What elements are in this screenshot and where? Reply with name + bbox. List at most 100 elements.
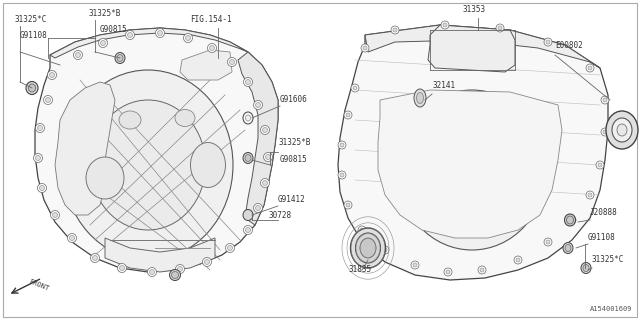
- Ellipse shape: [516, 258, 520, 262]
- Ellipse shape: [246, 79, 250, 84]
- Ellipse shape: [568, 216, 576, 224]
- Text: G91108: G91108: [588, 233, 616, 242]
- Ellipse shape: [596, 161, 604, 169]
- Ellipse shape: [338, 141, 346, 149]
- Ellipse shape: [588, 66, 592, 70]
- Ellipse shape: [246, 228, 250, 233]
- Ellipse shape: [245, 155, 251, 162]
- Text: J20888: J20888: [590, 208, 618, 217]
- Ellipse shape: [414, 89, 426, 107]
- Ellipse shape: [344, 111, 352, 119]
- Ellipse shape: [565, 244, 571, 252]
- Polygon shape: [55, 82, 115, 215]
- Ellipse shape: [172, 271, 179, 278]
- Text: 31325*B: 31325*B: [278, 138, 310, 147]
- Ellipse shape: [570, 218, 574, 222]
- Text: G90815: G90815: [100, 25, 128, 34]
- Ellipse shape: [156, 28, 164, 37]
- Ellipse shape: [40, 186, 45, 190]
- Ellipse shape: [225, 244, 234, 252]
- Ellipse shape: [617, 124, 627, 136]
- Ellipse shape: [480, 268, 484, 272]
- Ellipse shape: [177, 267, 182, 271]
- Ellipse shape: [186, 36, 191, 41]
- Ellipse shape: [76, 52, 81, 58]
- Polygon shape: [428, 25, 515, 72]
- Ellipse shape: [93, 255, 97, 260]
- Ellipse shape: [398, 90, 546, 250]
- Ellipse shape: [38, 125, 42, 131]
- Ellipse shape: [260, 125, 269, 134]
- Ellipse shape: [393, 28, 397, 32]
- Ellipse shape: [443, 23, 447, 27]
- Ellipse shape: [514, 256, 522, 264]
- Ellipse shape: [191, 142, 225, 188]
- Ellipse shape: [86, 157, 124, 199]
- Ellipse shape: [125, 30, 134, 39]
- Ellipse shape: [544, 38, 552, 46]
- Ellipse shape: [598, 163, 602, 167]
- Ellipse shape: [205, 260, 209, 265]
- Text: 32141: 32141: [432, 81, 455, 90]
- Ellipse shape: [51, 211, 60, 220]
- Ellipse shape: [243, 210, 253, 220]
- Text: 31353: 31353: [462, 5, 485, 14]
- Text: 31325*C: 31325*C: [592, 255, 625, 264]
- Ellipse shape: [496, 24, 504, 32]
- Ellipse shape: [346, 113, 350, 117]
- Ellipse shape: [52, 212, 58, 218]
- Ellipse shape: [422, 116, 522, 224]
- Polygon shape: [50, 28, 248, 58]
- Ellipse shape: [581, 262, 591, 274]
- Ellipse shape: [70, 236, 74, 241]
- Ellipse shape: [119, 111, 141, 129]
- Ellipse shape: [117, 54, 123, 61]
- Ellipse shape: [546, 40, 550, 44]
- Ellipse shape: [353, 86, 357, 90]
- Ellipse shape: [29, 84, 35, 92]
- Ellipse shape: [175, 109, 195, 126]
- Ellipse shape: [170, 269, 180, 281]
- Ellipse shape: [38, 183, 47, 193]
- Polygon shape: [378, 90, 562, 238]
- Ellipse shape: [546, 240, 550, 244]
- Polygon shape: [338, 25, 608, 280]
- Ellipse shape: [246, 115, 250, 121]
- Ellipse shape: [338, 171, 346, 179]
- Ellipse shape: [441, 21, 449, 29]
- Ellipse shape: [49, 73, 54, 77]
- Ellipse shape: [340, 173, 344, 177]
- Ellipse shape: [363, 46, 367, 50]
- Ellipse shape: [612, 118, 632, 142]
- Ellipse shape: [355, 233, 381, 263]
- Ellipse shape: [45, 98, 51, 102]
- Ellipse shape: [260, 179, 269, 188]
- Ellipse shape: [444, 268, 452, 276]
- Polygon shape: [180, 50, 232, 80]
- Ellipse shape: [243, 77, 253, 86]
- Ellipse shape: [603, 130, 607, 134]
- Ellipse shape: [417, 92, 424, 103]
- Ellipse shape: [35, 124, 45, 132]
- Ellipse shape: [566, 216, 573, 224]
- Ellipse shape: [44, 95, 52, 105]
- Ellipse shape: [262, 180, 268, 186]
- Ellipse shape: [564, 214, 575, 226]
- Ellipse shape: [383, 248, 387, 252]
- Text: 31835: 31835: [348, 265, 371, 274]
- Ellipse shape: [47, 70, 56, 79]
- Polygon shape: [35, 28, 278, 272]
- Ellipse shape: [33, 154, 42, 163]
- Ellipse shape: [361, 44, 369, 52]
- Ellipse shape: [264, 153, 273, 162]
- Ellipse shape: [99, 38, 108, 47]
- Ellipse shape: [586, 191, 594, 199]
- Ellipse shape: [583, 265, 589, 271]
- Ellipse shape: [207, 44, 216, 52]
- Ellipse shape: [243, 153, 253, 164]
- Ellipse shape: [255, 102, 260, 108]
- Text: G91606: G91606: [280, 95, 308, 104]
- Ellipse shape: [346, 203, 350, 207]
- Ellipse shape: [441, 136, 503, 204]
- Ellipse shape: [351, 84, 359, 92]
